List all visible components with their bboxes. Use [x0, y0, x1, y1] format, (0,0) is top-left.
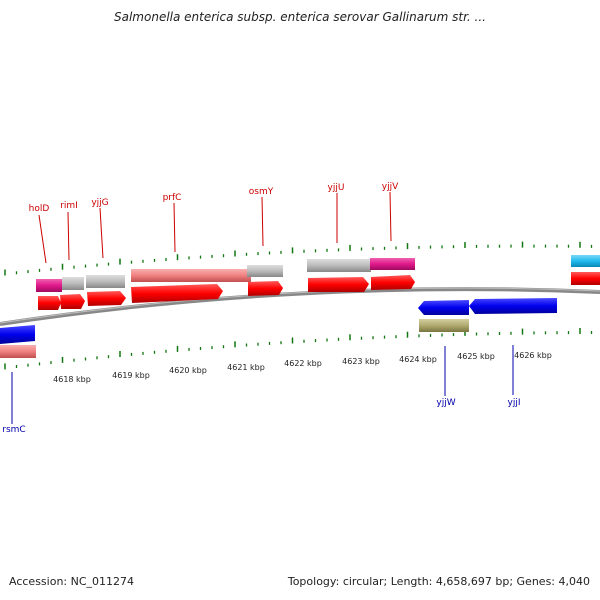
- gene-label-rsmC: rsmC: [2, 425, 25, 435]
- kbp-label: 4620 kbp: [169, 366, 207, 375]
- kbp-label: 4623 kbp: [342, 357, 380, 366]
- feature-bar-pink: [131, 269, 251, 282]
- gene-label-holD: holD: [29, 204, 50, 214]
- feature-bar-gray: [247, 265, 283, 277]
- feature-bar-magenta: [370, 258, 415, 270]
- gene-label-osmY: osmY: [249, 187, 274, 197]
- gene-label-yjjI: yjjI: [508, 398, 521, 408]
- upper-tick-track: [4, 241, 593, 276]
- kbp-label: 4622 kbp: [284, 359, 322, 368]
- genome-backbone: [0, 287, 600, 326]
- feature-bar-gray: [86, 275, 125, 288]
- feature-bar-pink: [0, 345, 36, 358]
- gene-arrow-forward: [371, 275, 415, 290]
- kbp-label: 4625 kbp: [457, 352, 495, 361]
- gene-label-yjjG: yjjG: [91, 198, 108, 208]
- gene-label-rimI: rimI: [60, 201, 78, 211]
- gene-arrow-reverse: [469, 298, 557, 314]
- gene-arrow-reverse: [0, 325, 35, 344]
- gene-label-prfC: prfC: [163, 193, 182, 203]
- forward-label-leaders: [38, 191, 392, 264]
- kbp-label: 4618 kbp: [53, 375, 91, 384]
- feature-bar-gray: [307, 259, 371, 272]
- gene-arrow-forward: [571, 272, 600, 285]
- feature-bar-olive: [419, 319, 469, 332]
- gene-arrow-forward: [308, 277, 369, 292]
- accession-text: Accession: NC_011274: [9, 575, 135, 588]
- gene-arrow-forward: [131, 284, 223, 303]
- feature-bar-magenta: [36, 279, 62, 292]
- gene-label-yjjV: yjjV: [382, 182, 399, 192]
- kbp-label: 4624 kbp: [399, 355, 437, 364]
- reverse-label-leaders: [11, 345, 514, 424]
- gene-arrow-forward: [38, 296, 61, 310]
- map-title: Salmonella enterica subsp. enterica sero…: [114, 10, 486, 24]
- gene-arrow-reverse: [418, 300, 469, 315]
- gene-arrow-forward: [248, 281, 283, 296]
- gene-label-yjjU: yjjU: [328, 183, 345, 193]
- kbp-label: 4621 kbp: [227, 363, 265, 372]
- kbp-label: 4619 kbp: [112, 371, 150, 380]
- genome-summary-text: Topology: circular; Length: 4,658,697 bp…: [287, 575, 590, 588]
- kbp-label: 4626 kbp: [514, 351, 552, 360]
- gene-arrow-forward: [60, 294, 85, 309]
- gene-label-yjjW: yjjW: [436, 398, 455, 408]
- feature-bar-gray: [62, 277, 84, 290]
- gene-arrow-forward: [87, 291, 126, 306]
- feature-bar-cyan: [571, 255, 600, 267]
